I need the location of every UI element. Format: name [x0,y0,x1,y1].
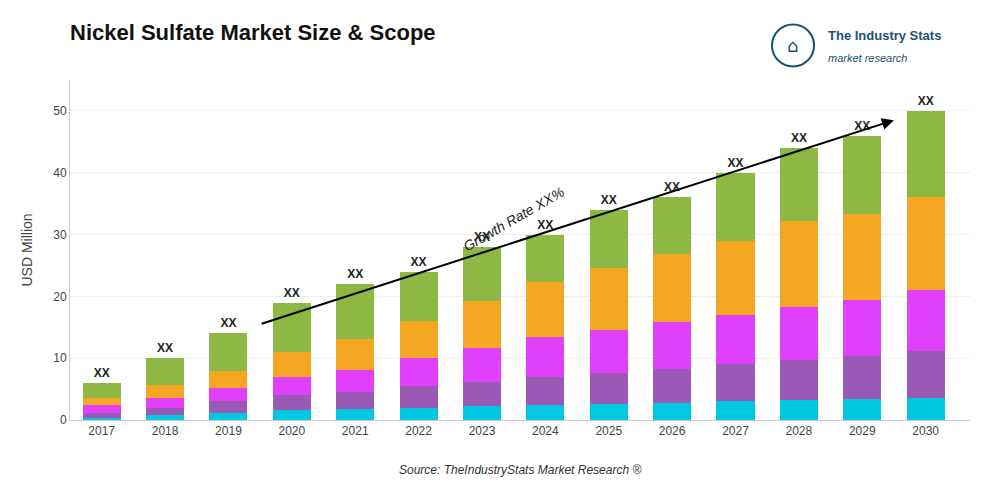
svg-text:2017: 2017 [88,424,115,438]
svg-text:50: 50 [53,104,67,118]
svg-text:XX: XX [727,156,743,170]
svg-text:Growth Rate XX%: Growth Rate XX% [461,184,567,255]
svg-text:2022: 2022 [405,424,432,438]
svg-text:XX: XX [918,94,934,108]
svg-text:40: 40 [53,166,67,180]
svg-text:2023: 2023 [469,424,496,438]
svg-text:2019: 2019 [215,424,242,438]
svg-text:XX: XX [220,316,236,330]
svg-text:XX: XX [537,218,553,232]
svg-text:2021: 2021 [342,424,369,438]
svg-text:XX: XX [854,119,870,133]
svg-text:XX: XX [664,180,680,194]
svg-text:2027: 2027 [722,424,749,438]
svg-text:Source: TheIndustryStats Marke: Source: TheIndustryStats Market Research… [399,463,641,477]
svg-text:The Industry Stats: The Industry Stats [828,28,941,43]
svg-text:2030: 2030 [912,424,939,438]
svg-text:20: 20 [53,290,67,304]
svg-text:2025: 2025 [595,424,622,438]
svg-text:30: 30 [53,228,67,242]
svg-text:XX: XX [411,255,427,269]
svg-text:2026: 2026 [659,424,686,438]
svg-text:Nickel Sulfate Market Size & S: Nickel Sulfate Market Size & Scope [70,20,436,45]
svg-text:2024: 2024 [532,424,559,438]
svg-text:2020: 2020 [278,424,305,438]
svg-text:10: 10 [53,351,67,365]
svg-text:0: 0 [60,413,67,427]
svg-text:⌂: ⌂ [787,35,798,56]
svg-text:XX: XX [601,193,617,207]
svg-text:XX: XX [347,267,363,281]
svg-text:XX: XX [284,286,300,300]
svg-text:USD Million: USD Million [19,213,35,286]
svg-text:XX: XX [94,366,110,380]
svg-text:market research: market research [828,52,907,64]
svg-text:2028: 2028 [786,424,813,438]
svg-text:2018: 2018 [152,424,179,438]
svg-text:2029: 2029 [849,424,876,438]
svg-text:XX: XX [791,131,807,145]
svg-text:XX: XX [474,230,490,244]
svg-text:XX: XX [157,341,173,355]
